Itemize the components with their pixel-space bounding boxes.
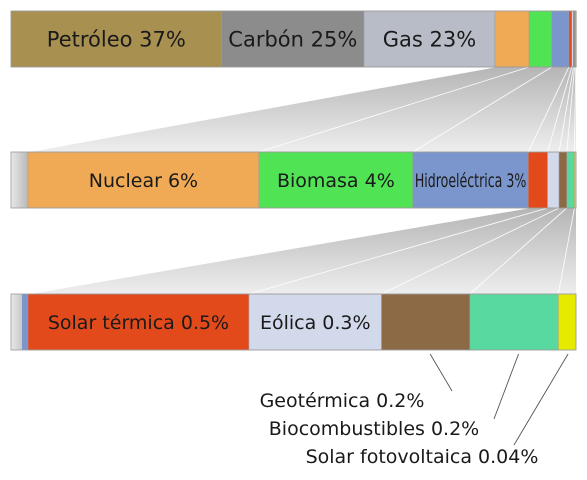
funnel-guide-line bbox=[557, 207, 575, 295]
bar-outline bbox=[10, 151, 577, 209]
bar-segment-hidroelectrica-3 bbox=[412, 151, 529, 209]
callouts: Geotérmica 0.2% Biocombustibles 0.2% Solar… bbox=[260, 353, 569, 468]
bar-rows bbox=[10, 10, 577, 351]
bar-segment bbox=[558, 293, 577, 351]
callout-label-biocombustibles-0-2: Biocombustibles 0.2% bbox=[269, 418, 479, 440]
bar-segment-biomasa-4 bbox=[258, 151, 414, 209]
funnel-guide-line bbox=[574, 66, 577, 153]
callout-leader-line bbox=[429, 353, 453, 392]
segment-labels: Petróleo 37% Carbón 25% Gas 23% Nuclear 6% B… bbox=[47, 28, 526, 334]
segment-label-eolica-0-3: Eólica 0.3% bbox=[260, 312, 371, 334]
callout-label-solar-fotovoltaica-0-04: Solar fotovoltaica 0.04% bbox=[306, 446, 539, 468]
funnel-guide-line bbox=[527, 66, 570, 153]
funnel-guide-line bbox=[566, 66, 576, 153]
bar-segment bbox=[551, 10, 570, 68]
funnel-guide-line bbox=[248, 207, 548, 295]
bar-context-stub bbox=[11, 152, 28, 208]
segment-label-hidroelectrica-3: Hidroeléctrica 3% bbox=[415, 170, 526, 192]
callout-label-geotermica-0-2: Geotérmica 0.2% bbox=[260, 390, 425, 412]
funnel-guide-line bbox=[258, 66, 530, 153]
bar-outline bbox=[10, 10, 577, 68]
bar-segment bbox=[558, 151, 568, 209]
funnel-guide-line bbox=[412, 66, 553, 153]
funnel-guide-line bbox=[27, 66, 496, 153]
bar-segment-nuclear-6 bbox=[27, 151, 260, 209]
funnel-connector bbox=[28, 208, 576, 294]
segment-label-petroleo-37: Petróleo 37% bbox=[47, 28, 186, 52]
segment-label-gas-23: Gas 23% bbox=[383, 28, 476, 52]
segment-label-biomasa-4: Biomasa 4% bbox=[277, 170, 395, 192]
bar-segment bbox=[568, 10, 573, 68]
bar-segment-gas-23 bbox=[363, 10, 496, 68]
funnel-connectors bbox=[27, 66, 577, 295]
funnel-connector bbox=[28, 67, 576, 152]
segment-label-carbon-25: Carbón 25% bbox=[228, 28, 357, 52]
segment-label-nuclear-6: Nuclear 6% bbox=[89, 170, 198, 192]
bar-segment bbox=[566, 151, 575, 209]
callout-leader-line bbox=[513, 353, 569, 446]
bar-outline bbox=[10, 293, 577, 351]
funnel-guide-line bbox=[547, 66, 573, 153]
bar-segment bbox=[528, 151, 548, 209]
bar-context-sliver bbox=[22, 294, 28, 350]
bar-segment bbox=[528, 10, 553, 68]
bar-segment-eolica-0-3 bbox=[248, 293, 382, 351]
bar-segment bbox=[494, 10, 530, 68]
bar-segment-petroleo-37 bbox=[10, 10, 222, 68]
bar-segment bbox=[547, 151, 560, 209]
funnel-guide-line bbox=[381, 207, 560, 295]
callout-leader-line bbox=[493, 353, 519, 420]
funnel-guide-line bbox=[469, 207, 568, 295]
bar-segment-carbon-25 bbox=[221, 10, 365, 68]
funnel-guide-line bbox=[27, 207, 529, 295]
bar-segment bbox=[571, 10, 574, 68]
segment-label-solar-termica-0-5: Solar térmica 0.5% bbox=[48, 312, 229, 334]
funnel-guide-line bbox=[558, 66, 574, 153]
bar-segment-solar-termica-0-5 bbox=[27, 293, 250, 351]
bar-segment bbox=[381, 293, 471, 351]
bar-segment bbox=[469, 293, 559, 351]
